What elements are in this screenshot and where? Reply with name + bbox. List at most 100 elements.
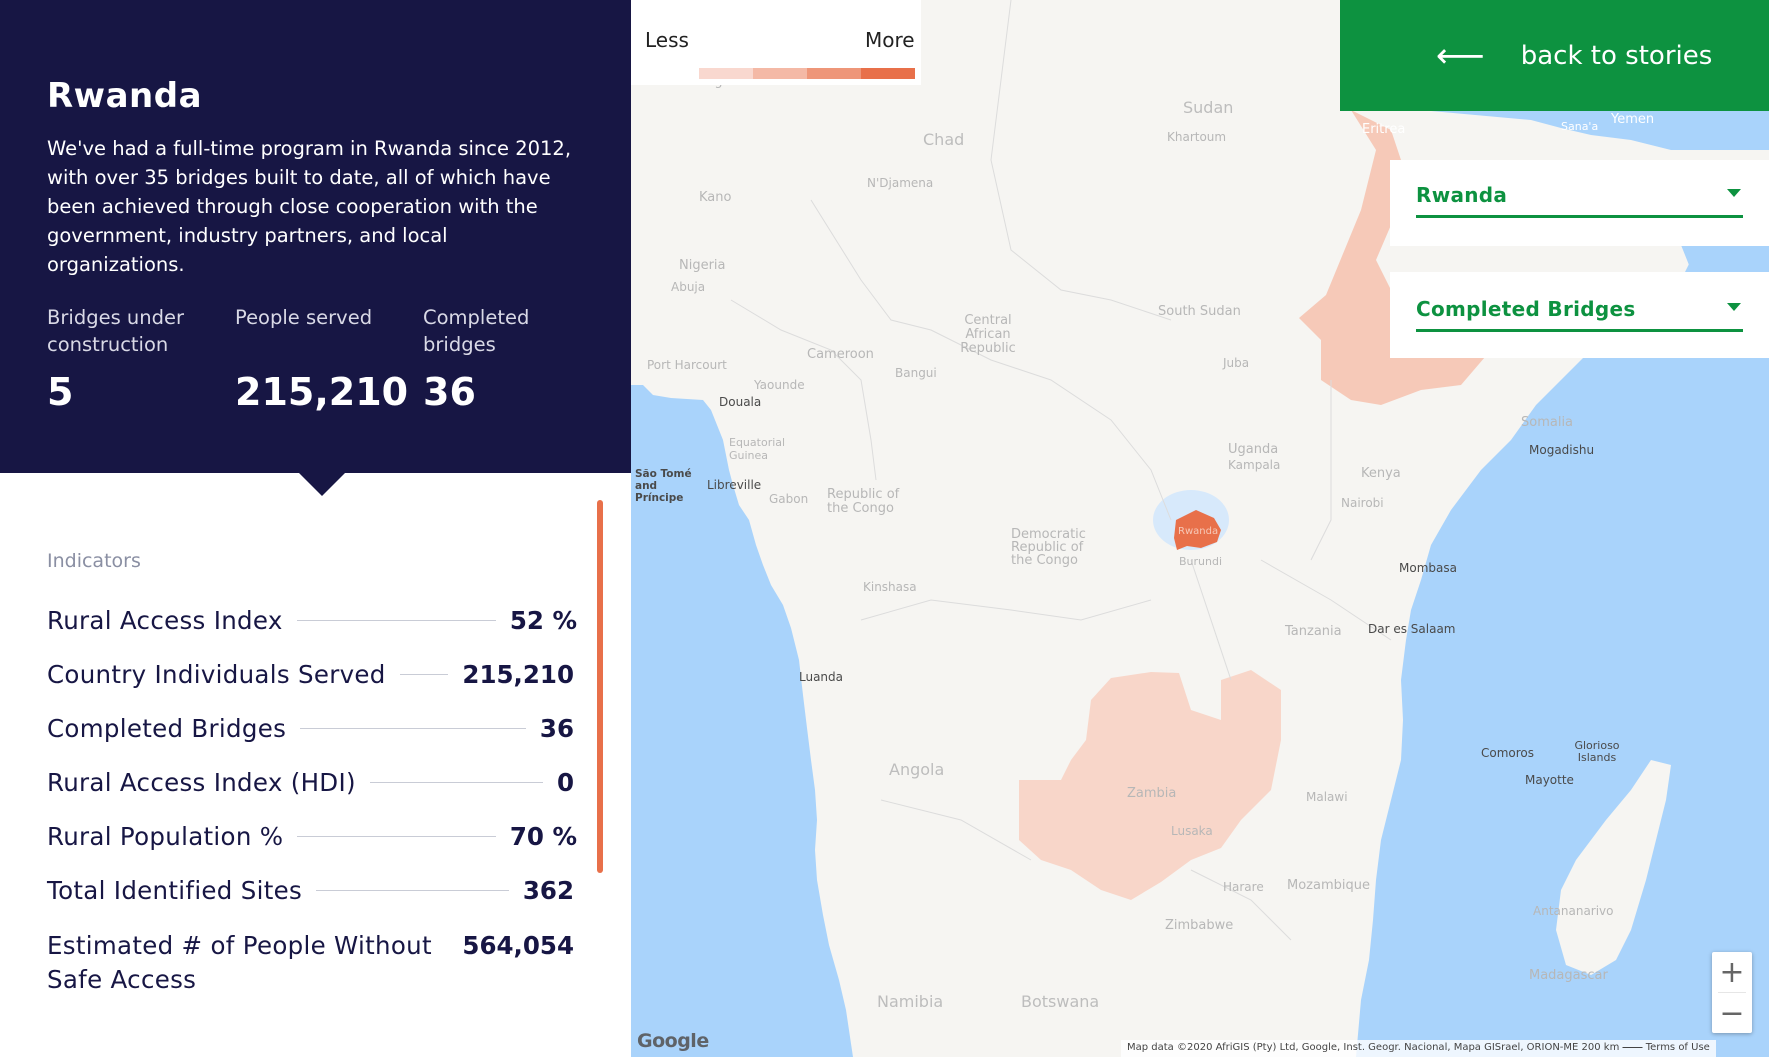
map-label-comoros: Comoros — [1481, 746, 1535, 760]
map-label-namibia: Namibia — [877, 992, 944, 1011]
indicator-row-completed-bridges: Completed Bridges 36 — [47, 714, 574, 743]
map-label-botswana: Botswana — [1021, 992, 1100, 1011]
map-label-tanzania: Tanzania — [1285, 624, 1342, 639]
indicator-row-individuals-served: Country Individuals Served 215,210 — [47, 660, 574, 689]
map-label-kinshasa: Kinshasa — [863, 580, 917, 594]
map-label-luanda: Luanda — [799, 670, 844, 684]
map-label-kano: Kano — [699, 190, 732, 205]
indicator-leader-line — [297, 836, 496, 837]
back-to-stories-label: back to stories — [1520, 40, 1713, 71]
map-label-angola: Angola — [889, 760, 945, 779]
indicators-scrollbar[interactable] — [597, 500, 603, 873]
map-attribution[interactable]: Map data ©2020 AfriGIS (Pty) Ltd, Google… — [1121, 1040, 1716, 1057]
chevron-down-icon — [1727, 303, 1741, 311]
summary-pointer — [298, 472, 346, 496]
legend-swatch-1 — [699, 68, 753, 79]
map-label-uganda: Uganda — [1228, 442, 1279, 457]
indicator-name: Estimated # of People Without Safe Acces… — [47, 931, 432, 994]
metric-select-value: Completed Bridges — [1416, 297, 1636, 321]
zambia-shape — [1019, 670, 1281, 900]
map-label-douala: Douala — [719, 395, 762, 409]
back-to-stories-button[interactable]: ⟵ back to stories — [1340, 0, 1769, 111]
map-legend: Less More — [631, 0, 921, 85]
red-sea — [1431, 111, 1769, 150]
indicator-leader-line — [369, 782, 543, 783]
indicator-name: Rural Access Index (HDI) — [47, 768, 356, 797]
metric-select-field[interactable]: Completed Bridges — [1416, 272, 1743, 332]
map-label-sao-tome: São Tomé and Príncipe — [635, 468, 692, 504]
map-canvas[interactable]: Niger Chad Sudan Khartoum N'Djamena Kano… — [631, 0, 1769, 1057]
map-label-khartoum: Khartoum — [1167, 130, 1227, 144]
legend-swatch-3 — [807, 68, 861, 79]
stat-label: People served — [235, 306, 373, 329]
country-panel: Rwanda We've had a full-time program in … — [0, 0, 631, 1057]
map-label-somalia: Somalia — [1521, 415, 1574, 430]
google-logo[interactable]: Google — [637, 1030, 709, 1052]
map-label-cameroon: Cameroon — [807, 347, 874, 362]
map-label-chad: Chad — [923, 130, 965, 149]
map-label-juba: Juba — [1223, 356, 1250, 370]
indicator-row-rural-population: Rural Population % 70 % — [47, 822, 577, 851]
map-label-kenya: Kenya — [1361, 466, 1401, 481]
map-label-bangui: Bangui — [895, 366, 937, 380]
map-label-port-harcourt: Port Harcourt — [647, 358, 727, 372]
indicator-row-rural-access-index: Rural Access Index 52 % — [47, 606, 577, 635]
indicator-row-people-without-access: Estimated # of People Without Safe Acces… — [47, 929, 574, 997]
rwanda-shape — [1174, 510, 1221, 550]
country-select[interactable]: Rwanda — [1390, 160, 1769, 246]
legend-swatch-4 — [861, 68, 915, 79]
map-label-madagascar: Madagascar — [1529, 968, 1608, 983]
map-label-eritrea: Eritrea — [1362, 122, 1406, 137]
stat-label: Bridges under construction — [47, 306, 185, 356]
legend-more-label: More — [865, 28, 915, 52]
map-label-zambia: Zambia — [1127, 786, 1177, 801]
country-summary: Rwanda We've had a full-time program in … — [0, 0, 631, 473]
map-label-burundi: Burundi — [1179, 555, 1223, 568]
zoom-out-button[interactable]: − — [1719, 995, 1745, 1031]
map-label-mayotte: Mayotte — [1525, 773, 1574, 787]
map-label-malawi: Malawi — [1306, 790, 1348, 804]
arrow-left-icon: ⟵ — [1436, 35, 1485, 76]
country-borders — [730, 0, 1392, 941]
map-label-nairobi: Nairobi — [1341, 496, 1384, 510]
indicator-value: 362 — [522, 876, 574, 905]
map-label-drc: Democratic Republic of the Congo — [1011, 527, 1086, 568]
map-label-libreville: Libreville — [707, 478, 762, 492]
zoom-in-button[interactable]: + — [1719, 954, 1745, 990]
map-label-rwanda: Rwanda — [1178, 526, 1219, 537]
madagascar-island — [1556, 760, 1671, 975]
map-label-harare: Harare — [1223, 880, 1264, 894]
country-description: We've had a full-time program in Rwanda … — [47, 137, 572, 276]
map-label-yaounde: Yaounde — [754, 378, 805, 392]
map-label-ndjamena: N'Djamena — [867, 176, 934, 190]
map-label-car: Central African Republic — [960, 313, 1016, 356]
metric-select[interactable]: Completed Bridges — [1390, 272, 1769, 358]
indicator-name: Completed Bridges — [47, 714, 287, 743]
map-label-kampala: Kampala — [1228, 458, 1281, 472]
indicator-value: 36 — [539, 714, 574, 743]
atlantic-ocean — [631, 385, 853, 1057]
map-label-mogadishu: Mogadishu — [1529, 443, 1595, 457]
indicator-leader-line — [300, 728, 526, 729]
map-label-abuja: Abuja — [671, 280, 706, 294]
stat-value: 5 — [47, 370, 74, 414]
indicator-value: 70 % — [509, 822, 577, 851]
indicator-value: 215,210 — [462, 660, 574, 689]
stat-people-served: People served 215,210 — [235, 304, 408, 414]
country-select-field[interactable]: Rwanda — [1416, 160, 1743, 218]
legend-scale — [699, 68, 915, 79]
map-label-lusaka: Lusaka — [1171, 824, 1213, 838]
map-label-glorioso: Glorioso Islands — [1574, 739, 1620, 764]
indicator-row-rural-access-index-hdi: Rural Access Index (HDI) 0 — [47, 768, 574, 797]
indicator-leader-line — [399, 674, 449, 675]
map-label-dar: Dar es Salaam — [1368, 622, 1456, 636]
indicator-name: Total Identified Sites — [47, 876, 303, 905]
zoom-control: + − — [1712, 952, 1752, 1033]
country-select-value: Rwanda — [1416, 183, 1508, 207]
map-label-congo: Republic of the Congo — [827, 487, 900, 516]
indian-ocean — [1356, 245, 1769, 1057]
indicator-row-identified-sites: Total Identified Sites 362 — [47, 876, 574, 905]
indicator-name: Country Individuals Served — [47, 660, 386, 689]
map-label-south-sudan: South Sudan — [1158, 304, 1241, 319]
